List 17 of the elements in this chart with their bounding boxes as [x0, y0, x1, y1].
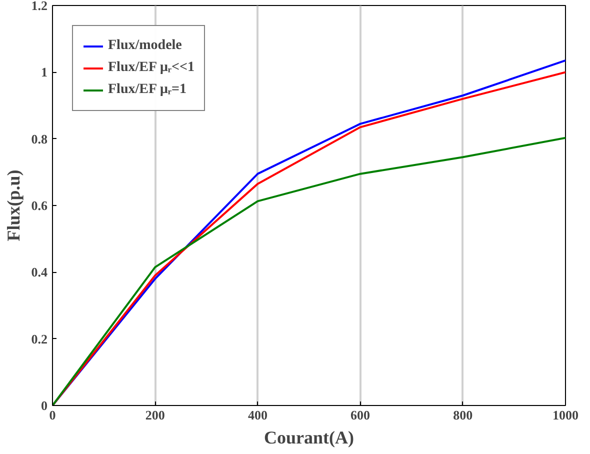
y-tick-label: 1: [41, 64, 48, 80]
x-tick-label: 200: [145, 408, 165, 422]
legend-label: Flux/modele: [108, 38, 182, 54]
legend-label: Flux/EF μᵣ=1: [108, 82, 186, 98]
x-tick-label: 400: [248, 408, 268, 422]
y-tick-label: 0.2: [31, 331, 48, 346]
x-axis-title: Courant(A): [264, 428, 354, 448]
y-tick-label: 0: [41, 398, 48, 413]
y-axis-title: Flux(p.u): [3, 170, 24, 242]
y-tick-label: 1.2: [31, 0, 48, 13]
y-tick-label: 0.6: [31, 198, 48, 213]
y-tick-label: 0.8: [31, 131, 48, 146]
y-tick-label: 0.4: [31, 264, 48, 280]
x-tick-label: 600: [350, 408, 370, 422]
x-tick-label: 800: [453, 408, 473, 422]
legend-label: Flux/EF μᵣ<<1: [108, 60, 194, 76]
x-tick-label: 1000: [552, 408, 578, 422]
